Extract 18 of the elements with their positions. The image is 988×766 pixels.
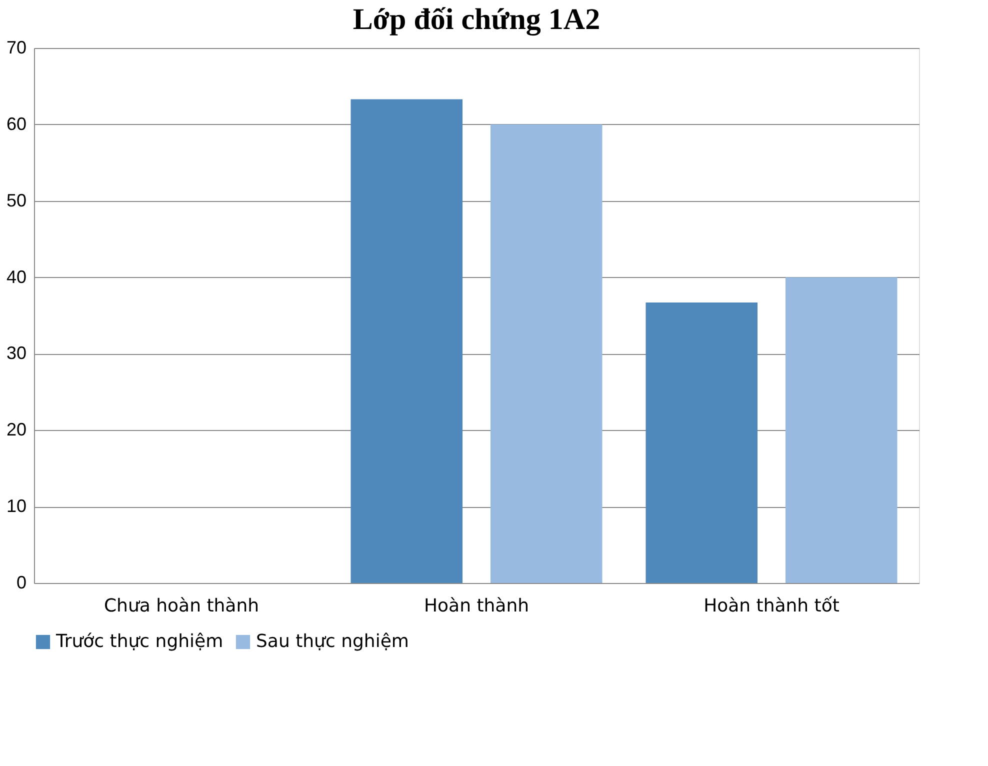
x-tick-label: Hoàn thành tốt bbox=[704, 596, 840, 616]
y-tick-label: 0 bbox=[16, 572, 26, 592]
y-tick-label: 60 bbox=[6, 114, 26, 134]
x-tick-label: Hoàn thành bbox=[424, 596, 530, 616]
y-tick-label: 50 bbox=[6, 190, 26, 210]
bar bbox=[350, 99, 463, 583]
legend-label: Trước thực nghiệm bbox=[55, 631, 224, 652]
y-tick-label: 40 bbox=[6, 266, 26, 287]
x-tick-label: Chưa hoàn thành bbox=[104, 596, 260, 616]
legend-label: Sau thực nghiệm bbox=[256, 631, 409, 652]
bar bbox=[785, 277, 898, 583]
y-tick-label: 30 bbox=[6, 343, 26, 364]
y-tick-label: 10 bbox=[6, 496, 26, 516]
y-tick-label: 70 bbox=[6, 38, 26, 58]
bar bbox=[490, 124, 602, 583]
bar bbox=[646, 302, 758, 583]
chart-title: Lớp đối chứng 1A2 bbox=[352, 3, 600, 36]
y-tick-label: 20 bbox=[6, 420, 26, 440]
